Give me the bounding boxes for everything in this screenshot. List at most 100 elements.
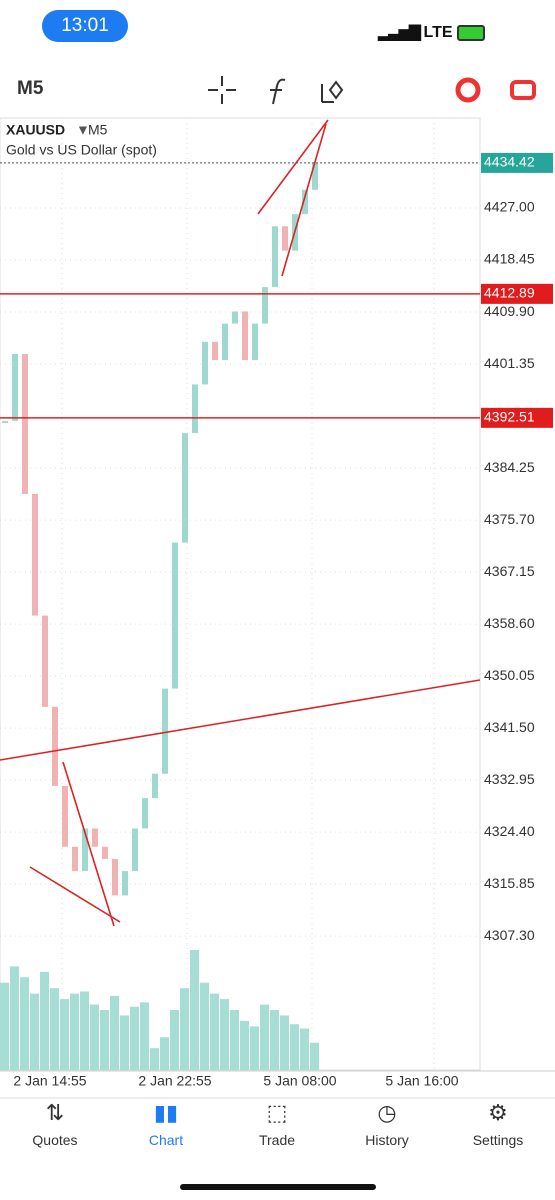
volume-bar: [170, 1010, 179, 1070]
volume-bar: [50, 988, 59, 1070]
y-tick-label: 4384.25: [484, 459, 535, 475]
volume-bar: [0, 982, 9, 1070]
price-bar: [122, 871, 128, 896]
nav-settings[interactable]: ⚙ Settings: [453, 1100, 543, 1148]
level-tag: [481, 283, 553, 304]
volume-bars: [0, 950, 319, 1070]
price-bar: [302, 189, 308, 215]
y-tick-label: 4427.00: [484, 199, 535, 215]
nav-quotes[interactable]: ⇅ Quotes: [10, 1100, 100, 1148]
nav-label: Quotes: [32, 1132, 78, 1148]
price-bar: [172, 542, 178, 689]
price-bar: [2, 420, 8, 423]
plot-frame: [0, 117, 481, 1071]
y-tick-label: 4367.15: [484, 563, 535, 579]
volume-bar: [210, 993, 219, 1070]
x-tick-label: 2 Jan 22:55: [138, 1073, 211, 1089]
network-label: LTE: [423, 24, 453, 41]
symbol-timeframe: M5: [88, 122, 108, 138]
status-time: 13:01: [42, 10, 128, 42]
volume-bar: [80, 991, 89, 1070]
volume-bar: [20, 977, 29, 1070]
y-tick-label: 4358.60: [484, 615, 535, 631]
price-bar: [262, 287, 268, 324]
volume-bar: [150, 1048, 159, 1070]
y-tick-label: 4350.05: [484, 667, 535, 683]
level-tag: [481, 407, 553, 428]
volume-bar: [220, 999, 229, 1070]
symbol-arrow: ▼: [76, 122, 90, 138]
y-tick-label: 4409.90: [484, 303, 535, 319]
price-bar: [222, 323, 228, 361]
price-bar: [272, 226, 278, 288]
volume-bar: [270, 1010, 279, 1070]
trend-lines: [0, 119, 481, 927]
volume-bar: [90, 1004, 99, 1070]
price-bar: [232, 311, 238, 324]
volume-bar: [110, 995, 119, 1070]
nav-trade[interactable]: ⬚ Trade: [232, 1100, 322, 1148]
y-tick-label: 4332.95: [484, 771, 535, 787]
volume-bar: [230, 1010, 239, 1070]
volume-bar: [290, 1024, 299, 1070]
price-bar: [162, 688, 168, 774]
price-bar: [12, 354, 18, 421]
volume-bar: [70, 993, 79, 1070]
y-tick-label: 4375.70: [484, 511, 535, 527]
volume-bar: [160, 1037, 169, 1070]
price-bar: [52, 706, 58, 786]
price-bar: [112, 858, 118, 896]
volume-bar: [200, 982, 209, 1070]
toolbar-icons[interactable]: [208, 76, 536, 105]
y-tick-label: 4315.85: [484, 875, 535, 891]
y-tick-label: 4401.35: [484, 355, 535, 371]
price-bar: [182, 433, 188, 543]
symbol-description: Gold vs US Dollar (spot): [6, 142, 157, 158]
volume-bar: [180, 988, 189, 1070]
price-bar: [42, 615, 48, 707]
price-bar: [32, 493, 38, 616]
volume-bar: [300, 1028, 309, 1070]
price-bar: [312, 162, 318, 190]
volume-bar: [310, 1042, 319, 1070]
timeframe-button[interactable]: M5: [17, 78, 44, 99]
nav-label: History: [365, 1132, 409, 1148]
price-bar: [212, 341, 218, 361]
volume-bar: [280, 1015, 289, 1070]
volume-bar: [130, 1006, 139, 1070]
volume-bar: [250, 1026, 259, 1070]
y-tick-label: 4307.30: [484, 927, 535, 943]
volume-bar: [40, 971, 49, 1070]
price-bar: [62, 785, 68, 847]
volume-bar: [60, 999, 69, 1070]
price-bar: [252, 323, 258, 361]
x-tick-label: 5 Jan 16:00: [385, 1073, 458, 1089]
current-price-label: 4434.42: [484, 154, 535, 170]
nav-label: Chart: [148, 1132, 184, 1148]
price-bar: [202, 341, 208, 385]
volume-bar: [120, 1015, 129, 1070]
nav-label: Settings: [472, 1132, 524, 1148]
price-bar: [22, 354, 28, 494]
x-tick-label: 5 Jan 08:00: [263, 1073, 336, 1089]
volume-bar: [260, 1004, 269, 1070]
y-tick-label: 4418.45: [484, 251, 535, 267]
status-network: ▂▃▅▇ LTE: [378, 22, 485, 42]
price-bar: [282, 226, 288, 251]
y-tick-label: 4341.50: [484, 719, 535, 735]
current-price-tag: [481, 152, 553, 173]
nav-history[interactable]: ◷ History: [342, 1100, 432, 1148]
volume-bar: [240, 1020, 249, 1070]
price-bar: [142, 798, 148, 829]
price-bar: [192, 384, 198, 434]
price-bar: [242, 311, 248, 361]
nav-chart[interactable]: ▮▮ Chart: [121, 1100, 211, 1148]
volume-bar: [190, 950, 199, 1070]
price-bar: [92, 828, 98, 847]
volume-bar: [140, 1002, 149, 1070]
volume-bar: [10, 966, 19, 1070]
level-label: 4392.51: [484, 409, 535, 425]
price-bar: [82, 828, 88, 872]
